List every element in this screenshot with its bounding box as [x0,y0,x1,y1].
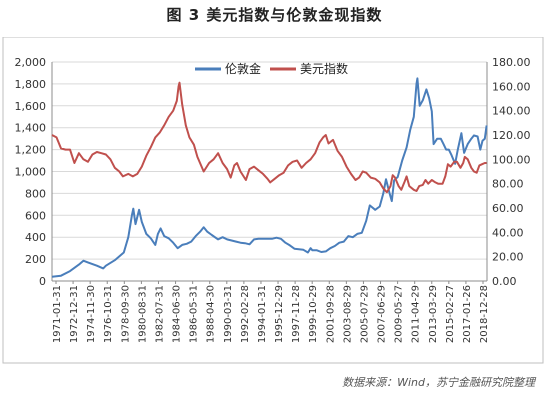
x-tick-label: 1990-03-31 [223,285,234,343]
x-tick-label: 1986-05-31 [189,285,200,343]
y-left-tick-label: 600 [25,209,46,222]
y-right-tick-label: 40.00 [492,226,524,239]
x-tick-label: 2017-01-26 [462,285,473,343]
x-tick-label: 1982-07-31 [154,285,165,343]
y-right-tick-label: 100.00 [492,153,531,166]
x-tick-label: 2009-05-27 [394,285,405,343]
x-tick-label: 1994-01-31 [257,285,268,343]
x-tick-label: 1988-04-30 [206,285,217,343]
y-right-tick-label: 80.00 [492,178,524,191]
x-tick-label: 2005-07-29 [359,285,370,343]
chart-border [2,36,544,364]
x-tick-label: 1972-12-31 [69,285,80,343]
x-tick-label: 1971-01-31 [52,285,63,343]
x-tick-label: 1974-11-30 [86,285,97,343]
x-tick-label: 1980-08-31 [137,285,148,343]
x-tick-label: 1999-10-29 [308,285,319,343]
x-tick-label: 2013-03-29 [428,285,439,343]
y-right-tick-label: 60.00 [492,202,524,215]
x-tick-label: 1978-09-30 [120,285,131,343]
chart-container: 0 200 400 600 800 1,000 1,200 1,400 1,600 1,800 2,… [0,36,549,364]
y-right-tick-label: 160.00 [492,80,531,93]
y-right-tick-label: 140.00 [492,105,531,118]
y-left-tick-label: 2,000 [15,56,47,69]
y-left-tick-label: 400 [25,231,46,244]
x-tick-label: 1984-06-30 [172,285,183,343]
y-left-tick-label: 1,400 [15,122,47,135]
y-right-tick-label: 180.00 [492,56,531,69]
line-chart: 0 200 400 600 800 1,000 1,200 1,400 1,600 1,800 2,… [2,36,544,364]
legend-label: 伦敦金 [225,61,261,76]
gold-series-line [51,77,488,278]
dollar-index-series-line [51,81,487,194]
series-group [51,77,488,278]
y-left-tick-label: 0 [39,275,46,288]
source-note: 数据来源：Wind，苏宁金融研究院整理 [342,376,535,389]
y-left-tick-label: 800 [25,187,46,200]
legend-label: 美元指数 [300,61,348,76]
x-tick-label: 2018-12-28 [479,285,490,343]
x-tick-label: 2001-09-28 [325,285,336,343]
y-left-tick-label: 200 [25,253,46,266]
axes: 0 200 400 600 800 1,000 1,200 1,400 1,600 1,800 2,… [15,56,531,343]
x-tick-label: 2007-06-29 [377,285,388,343]
y-right-tick-label: 20.00 [492,251,524,264]
y-left-tick-label: 1,000 [15,166,47,179]
x-tick-label: 1997-11-28 [291,285,302,343]
figure-title: 图 3 美元指数与伦敦金现指数 [166,6,383,24]
y-right-tick-label: 120.00 [492,129,531,142]
x-tick-label: 1995-12-29 [274,285,285,343]
x-tick-label: 2003-08-29 [342,285,353,343]
x-tick-label: 2011-04-29 [411,285,422,343]
legend: 伦敦金 美元指数 [195,61,348,76]
x-tick-label: 1976-10-31 [103,285,114,343]
y-left-tick-label: 1,600 [15,100,47,113]
y-left-tick-label: 1,200 [15,144,47,157]
y-right-tick-label: 0.00 [492,275,517,288]
y-left-tick-label: 1,800 [15,78,47,91]
x-tick-label: 2015-02-27 [445,285,456,343]
x-tick-label: 1992-02-28 [240,285,251,343]
